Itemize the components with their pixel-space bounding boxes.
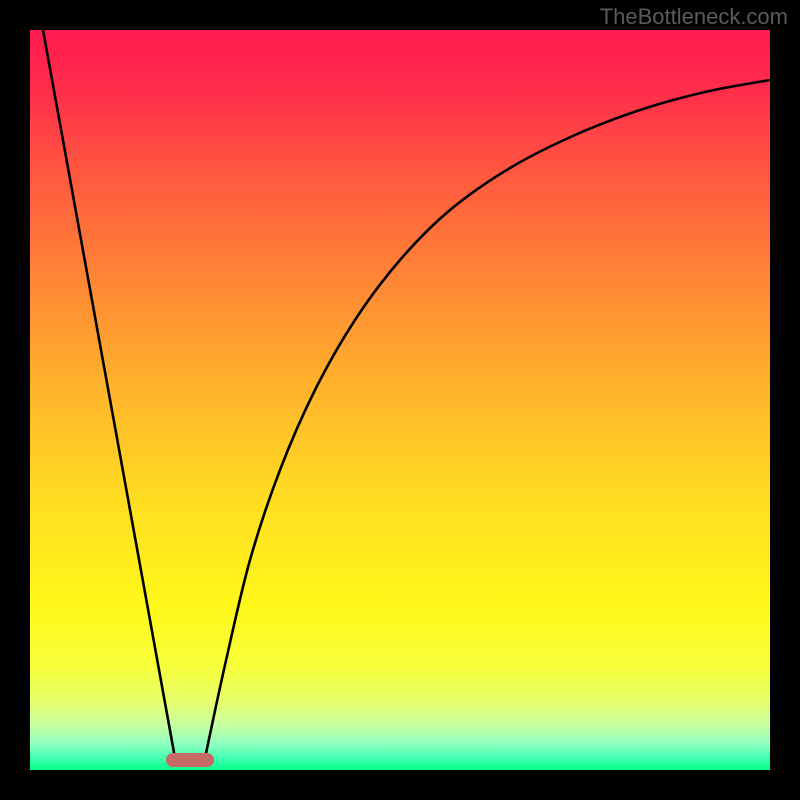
bottleneck-marker: [166, 753, 214, 767]
chart-container: TheBottleneck.com: [0, 0, 800, 800]
chart-plot-background: [30, 30, 770, 770]
watermark-text: TheBottleneck.com: [600, 4, 788, 30]
bottleneck-chart: [0, 0, 800, 800]
